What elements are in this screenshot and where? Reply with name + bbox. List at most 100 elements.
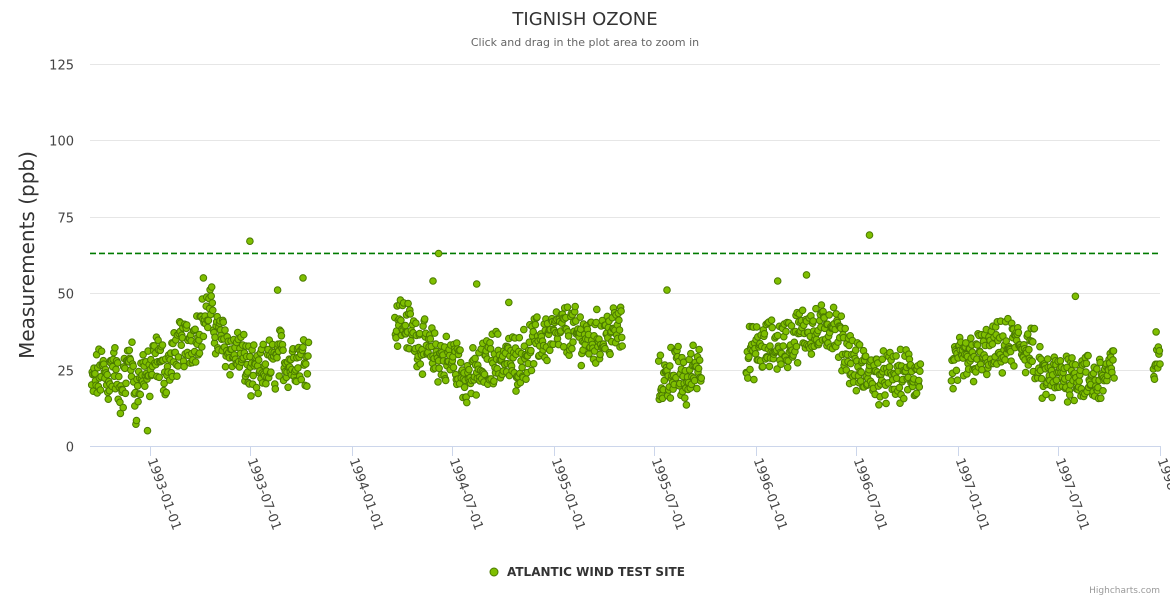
data-point[interactable] — [681, 394, 689, 402]
data-point[interactable] — [916, 367, 924, 376]
data-point[interactable] — [744, 374, 752, 382]
data-point[interactable] — [783, 363, 792, 372]
data-point[interactable] — [857, 368, 866, 377]
data-point[interactable] — [953, 376, 962, 385]
data-point[interactable] — [1099, 387, 1107, 395]
data-point[interactable] — [666, 362, 674, 370]
data-point[interactable] — [1070, 396, 1078, 405]
data-point[interactable] — [802, 271, 811, 279]
data-point[interactable] — [861, 352, 870, 361]
data-point[interactable] — [674, 342, 682, 351]
data-point[interactable] — [221, 362, 230, 371]
data-point[interactable] — [259, 340, 268, 349]
data-point[interactable] — [429, 277, 437, 285]
data-point[interactable] — [543, 356, 551, 365]
data-point[interactable] — [441, 376, 450, 385]
data-point[interactable] — [694, 364, 703, 373]
data-point[interactable] — [154, 336, 162, 345]
data-point[interactable] — [158, 341, 167, 349]
data-point[interactable] — [279, 346, 287, 355]
data-point[interactable] — [407, 336, 415, 345]
data-point[interactable] — [1043, 355, 1052, 363]
data-point[interactable] — [852, 386, 861, 395]
data-point[interactable] — [480, 370, 489, 379]
data-point[interactable] — [162, 388, 171, 397]
data-point[interactable] — [442, 332, 451, 341]
data-point[interactable] — [1093, 365, 1101, 373]
data-point[interactable] — [141, 382, 149, 391]
data-point[interactable] — [304, 352, 312, 360]
data-point[interactable] — [1155, 347, 1164, 355]
data-point[interactable] — [916, 360, 925, 368]
data-point[interactable] — [915, 383, 924, 391]
data-point[interactable] — [1042, 390, 1050, 399]
data-point[interactable] — [420, 315, 429, 323]
data-point[interactable] — [973, 341, 982, 349]
data-point[interactable] — [531, 320, 540, 329]
data-point[interactable] — [128, 338, 136, 347]
data-point[interactable] — [284, 383, 292, 392]
data-point[interactable] — [882, 399, 890, 408]
data-point[interactable] — [1082, 359, 1091, 368]
data-point[interactable] — [112, 365, 120, 374]
data-point[interactable] — [546, 346, 554, 355]
data-point[interactable] — [1036, 342, 1044, 351]
data-point[interactable] — [134, 397, 142, 406]
data-point[interactable] — [174, 353, 183, 361]
data-point[interactable] — [695, 345, 703, 354]
data-point[interactable] — [449, 363, 458, 372]
data-point[interactable] — [271, 385, 280, 393]
data-point[interactable] — [792, 342, 801, 351]
data-point[interactable] — [177, 341, 186, 350]
data-point[interactable] — [434, 378, 442, 386]
data-point[interactable] — [967, 334, 975, 343]
data-point[interactable] — [522, 375, 530, 384]
data-point[interactable] — [254, 389, 263, 398]
data-point[interactable] — [299, 343, 307, 352]
data-point[interactable] — [750, 375, 758, 384]
data-point[interactable] — [273, 353, 281, 362]
data-point[interactable] — [746, 365, 754, 374]
data-point[interactable] — [209, 306, 217, 315]
data-point[interactable] — [593, 305, 601, 314]
data-point[interactable] — [302, 360, 310, 368]
data-point[interactable] — [745, 352, 753, 361]
data-point[interactable] — [568, 344, 576, 353]
data-point[interactable] — [759, 362, 767, 371]
data-point[interactable] — [426, 335, 435, 343]
data-point[interactable] — [472, 280, 481, 288]
data-point[interactable] — [1021, 368, 1030, 377]
data-point[interactable] — [246, 237, 254, 245]
data-point[interactable] — [577, 361, 586, 370]
data-point[interactable] — [191, 358, 200, 366]
data-point[interactable] — [837, 312, 846, 321]
data-point[interactable] — [768, 323, 777, 332]
data-point[interactable] — [129, 362, 137, 371]
data-point[interactable] — [456, 358, 465, 367]
data-point[interactable] — [520, 325, 528, 334]
data-point[interactable] — [304, 338, 313, 347]
data-point[interactable] — [529, 327, 538, 336]
data-point[interactable] — [173, 372, 181, 381]
data-point[interactable] — [469, 344, 477, 352]
data-point[interactable] — [472, 391, 481, 399]
data-point[interactable] — [198, 343, 206, 351]
data-point[interactable] — [881, 391, 889, 399]
data-point[interactable] — [247, 392, 255, 400]
data-point[interactable] — [842, 366, 851, 374]
data-point[interactable] — [841, 324, 850, 333]
data-point[interactable] — [490, 377, 498, 385]
data-point[interactable] — [697, 374, 706, 382]
data-point[interactable] — [277, 332, 286, 340]
data-point[interactable] — [988, 340, 997, 348]
data-point[interactable] — [693, 384, 701, 393]
data-point[interactable] — [273, 286, 282, 294]
data-point[interactable] — [143, 426, 152, 435]
data-point[interactable] — [456, 346, 464, 354]
data-point[interactable] — [1014, 328, 1023, 337]
data-point[interactable] — [297, 375, 306, 384]
data-point[interactable] — [207, 292, 215, 300]
data-point[interactable] — [1084, 351, 1092, 360]
data-point[interactable] — [998, 369, 1007, 377]
data-point[interactable] — [191, 325, 199, 334]
